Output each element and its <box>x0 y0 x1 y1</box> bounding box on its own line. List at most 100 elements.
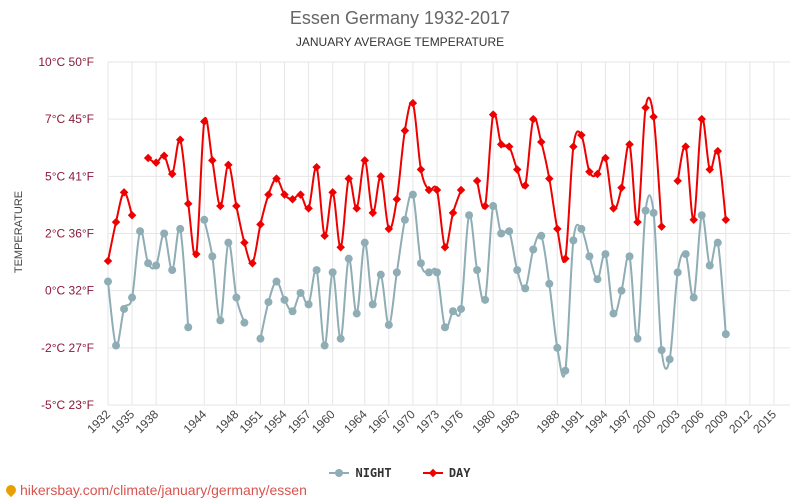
legend-item-day[interactable]: DAY <box>422 466 471 480</box>
point-night-1937[interactable] <box>144 259 153 268</box>
point-day-1943[interactable] <box>192 249 201 259</box>
point-night-1993[interactable] <box>593 275 602 284</box>
point-day-1980[interactable] <box>488 110 498 119</box>
point-night-1969[interactable] <box>400 215 409 224</box>
point-day-1940[interactable] <box>167 169 177 179</box>
point-day-1987[interactable] <box>545 174 554 183</box>
point-day-1950[interactable] <box>248 258 257 268</box>
point-night-1951[interactable] <box>256 334 265 343</box>
point-day-1976[interactable] <box>456 185 466 195</box>
point-day-1957[interactable] <box>304 204 313 213</box>
point-night-1989[interactable] <box>561 366 570 375</box>
point-night-1953[interactable] <box>272 277 281 286</box>
point-day-1951[interactable] <box>256 220 265 229</box>
point-day-1978[interactable] <box>472 176 482 186</box>
point-day-1966[interactable] <box>376 172 386 181</box>
point-night-2005[interactable] <box>689 293 698 302</box>
point-night-2003[interactable] <box>673 268 682 277</box>
point-day-1933[interactable] <box>111 217 121 227</box>
point-night-2007[interactable] <box>705 261 714 270</box>
point-night-1979[interactable] <box>481 295 490 304</box>
point-day-1984[interactable] <box>520 181 530 190</box>
point-night-1957[interactable] <box>304 300 313 309</box>
point-night-1991[interactable] <box>577 224 586 233</box>
point-night-1933[interactable] <box>112 341 121 350</box>
point-day-1996[interactable] <box>617 183 626 193</box>
point-night-2006[interactable] <box>697 211 706 220</box>
point-day-2003[interactable] <box>673 176 682 186</box>
point-day-1973[interactable] <box>432 185 442 195</box>
point-night-1956[interactable] <box>296 288 305 297</box>
point-night-1954[interactable] <box>280 295 289 304</box>
point-day-1948[interactable] <box>232 201 241 211</box>
point-night-1987[interactable] <box>545 279 554 288</box>
point-night-1952[interactable] <box>264 298 273 307</box>
point-night-1955[interactable] <box>288 307 297 316</box>
point-day-1990[interactable] <box>569 142 578 151</box>
point-night-2000[interactable] <box>649 208 658 217</box>
point-day-1964[interactable] <box>360 156 369 165</box>
point-day-1983[interactable] <box>512 165 522 174</box>
point-day-1981[interactable] <box>496 140 506 149</box>
point-day-1952[interactable] <box>264 190 273 199</box>
point-day-1937[interactable] <box>143 153 153 163</box>
point-night-1971[interactable] <box>416 259 425 268</box>
point-day-1986[interactable] <box>537 137 546 147</box>
point-night-1992[interactable] <box>585 252 594 261</box>
point-night-1965[interactable] <box>368 300 377 309</box>
point-day-1945[interactable] <box>208 156 217 165</box>
point-night-1998[interactable] <box>633 334 642 343</box>
point-night-1968[interactable] <box>392 268 401 277</box>
point-night-1959[interactable] <box>320 341 329 350</box>
point-night-1966[interactable] <box>376 270 385 279</box>
point-night-1941[interactable] <box>176 224 185 233</box>
point-night-1970[interactable] <box>408 190 417 199</box>
point-night-1972[interactable] <box>424 268 433 277</box>
point-night-2004[interactable] <box>681 250 690 259</box>
point-night-1982[interactable] <box>505 227 514 236</box>
point-night-1983[interactable] <box>513 266 522 275</box>
point-day-1939[interactable] <box>159 151 169 160</box>
point-night-1949[interactable] <box>240 318 249 327</box>
point-day-1934[interactable] <box>119 188 129 197</box>
point-night-1980[interactable] <box>489 202 498 211</box>
point-day-1970[interactable] <box>408 98 418 108</box>
point-night-1940[interactable] <box>168 266 177 275</box>
point-night-1975[interactable] <box>449 307 458 316</box>
point-day-1971[interactable] <box>416 165 426 174</box>
point-day-1956[interactable] <box>296 190 305 199</box>
point-day-1965[interactable] <box>368 208 378 218</box>
point-night-1981[interactable] <box>497 229 506 238</box>
point-night-1967[interactable] <box>384 320 393 329</box>
point-night-1934[interactable] <box>120 304 129 313</box>
point-day-1932[interactable] <box>103 256 113 266</box>
point-day-1998[interactable] <box>633 217 642 227</box>
point-night-1932[interactable] <box>104 277 112 286</box>
legend-item-night[interactable]: NIGHT <box>329 466 392 480</box>
point-night-1996[interactable] <box>617 286 626 295</box>
point-night-1935[interactable] <box>128 293 137 302</box>
point-day-1941[interactable] <box>175 135 185 144</box>
point-day-1944[interactable] <box>200 117 209 126</box>
point-day-1953[interactable] <box>272 174 281 183</box>
point-day-1935[interactable] <box>127 210 137 220</box>
point-night-1948[interactable] <box>232 293 241 302</box>
point-day-1967[interactable] <box>384 224 394 234</box>
point-night-1936[interactable] <box>136 227 145 236</box>
point-night-1988[interactable] <box>553 343 562 352</box>
point-day-1959[interactable] <box>320 231 329 241</box>
point-day-2006[interactable] <box>697 114 706 124</box>
point-night-1942[interactable] <box>184 323 193 332</box>
point-night-2009[interactable] <box>721 330 730 339</box>
point-night-1963[interactable] <box>352 309 361 318</box>
point-day-2009[interactable] <box>721 215 731 225</box>
point-night-1997[interactable] <box>625 252 634 261</box>
point-night-2001[interactable] <box>657 346 666 355</box>
point-day-1988[interactable] <box>553 224 562 234</box>
point-day-1972[interactable] <box>424 185 434 195</box>
point-night-1961[interactable] <box>336 334 345 343</box>
point-night-1973[interactable] <box>432 268 441 277</box>
point-day-1969[interactable] <box>400 126 410 135</box>
point-day-1958[interactable] <box>312 162 321 172</box>
point-night-1946[interactable] <box>216 316 225 325</box>
